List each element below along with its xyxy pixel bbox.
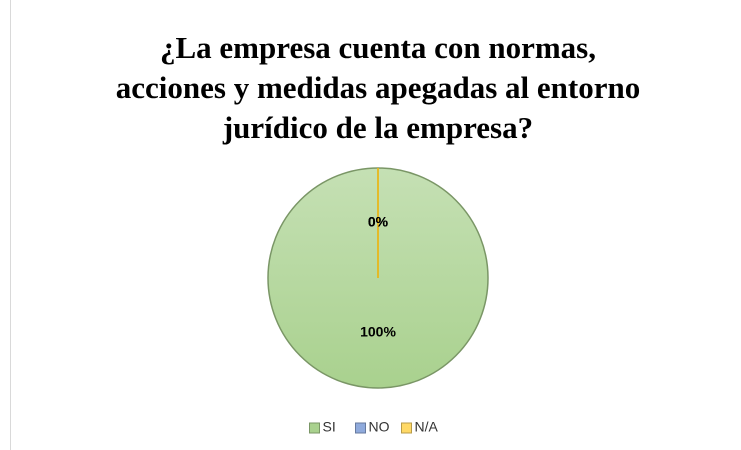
legend-swatch <box>309 422 320 434</box>
data-label: 100% <box>360 324 396 340</box>
chart-title: ¿La empresa cuenta con normas, <box>160 30 596 65</box>
chart-title: jurídico de la empresa? <box>222 110 533 145</box>
legend-label: SI <box>323 419 336 435</box>
data-label: 0% <box>368 214 389 230</box>
legend-label: N/A <box>415 419 439 435</box>
data-label: 0% <box>368 214 389 230</box>
legend-swatch <box>401 422 412 434</box>
legend-swatch <box>355 422 366 434</box>
legend-label: NO <box>369 419 390 435</box>
chart-title: acciones y medidas apegadas al entorno <box>116 70 640 105</box>
